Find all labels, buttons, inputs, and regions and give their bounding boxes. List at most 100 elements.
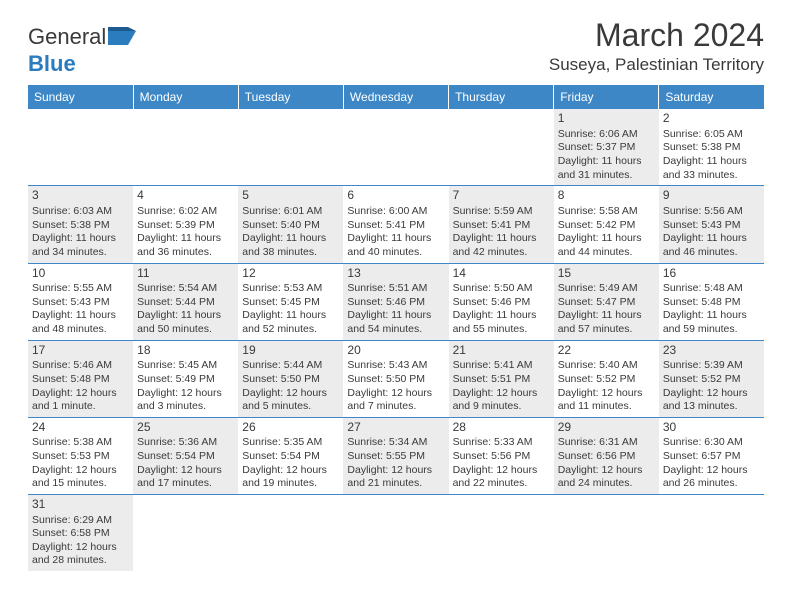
calendar-cell — [238, 109, 343, 186]
daylight-text: Daylight: 12 hours and 1 minute. — [32, 387, 129, 414]
day-cell: 25Sunrise: 5:36 AMSunset: 5:54 PMDayligh… — [133, 418, 238, 494]
calendar-cell — [449, 109, 554, 186]
day-number: 5 — [242, 188, 339, 204]
calendar-cell: 26Sunrise: 5:35 AMSunset: 5:54 PMDayligh… — [238, 417, 343, 494]
sunset-text: Sunset: 5:49 PM — [137, 373, 234, 387]
sunset-text: Sunset: 5:41 PM — [453, 219, 550, 233]
sunrise-text: Sunrise: 5:54 AM — [137, 282, 234, 296]
day-cell: 15Sunrise: 5:49 AMSunset: 5:47 PMDayligh… — [554, 264, 659, 340]
calendar-page: GeneralBlue March 2024 Suseya, Palestini… — [0, 0, 792, 589]
day-number: 1 — [558, 111, 655, 127]
day-cell: 19Sunrise: 5:44 AMSunset: 5:50 PMDayligh… — [238, 341, 343, 417]
daylight-text: Daylight: 12 hours and 17 minutes. — [137, 464, 234, 491]
sunset-text: Sunset: 5:38 PM — [32, 219, 129, 233]
sunset-text: Sunset: 5:47 PM — [558, 296, 655, 310]
sunset-text: Sunset: 6:58 PM — [32, 527, 129, 541]
sunrise-text: Sunrise: 5:49 AM — [558, 282, 655, 296]
day-number: 3 — [32, 188, 129, 204]
day-cell: 3Sunrise: 6:03 AMSunset: 5:38 PMDaylight… — [28, 186, 133, 262]
day-cell: 24Sunrise: 5:38 AMSunset: 5:53 PMDayligh… — [28, 418, 133, 494]
calendar-cell: 10Sunrise: 5:55 AMSunset: 5:43 PMDayligh… — [28, 263, 133, 340]
logo-general: General — [28, 24, 106, 49]
day-header: Saturday — [659, 85, 764, 109]
day-cell: 10Sunrise: 5:55 AMSunset: 5:43 PMDayligh… — [28, 264, 133, 340]
daylight-text: Daylight: 12 hours and 13 minutes. — [663, 387, 760, 414]
calendar-cell — [659, 494, 764, 571]
sunrise-text: Sunrise: 6:03 AM — [32, 205, 129, 219]
sunset-text: Sunset: 5:44 PM — [137, 296, 234, 310]
calendar-row: 3Sunrise: 6:03 AMSunset: 5:38 PM Daylight… — [28, 186, 764, 263]
sunrise-text: Sunrise: 6:02 AM — [137, 205, 234, 219]
daylight-text: Daylight: 11 hours and 38 minutes. — [242, 232, 339, 259]
sunset-text: Sunset: 5:46 PM — [347, 296, 444, 310]
daylight-text: Daylight: 12 hours and 7 minutes. — [347, 387, 444, 414]
calendar-cell: 8Sunrise: 5:58 AMSunset: 5:42 PMDaylight… — [554, 186, 659, 263]
daylight-text: Daylight: 11 hours and 40 minutes. — [347, 232, 444, 259]
daylight-text: Daylight: 12 hours and 9 minutes. — [453, 387, 550, 414]
day-cell: 2Sunrise: 6:05 AMSunset: 5:38 PMDaylight… — [659, 109, 764, 185]
day-number: 6 — [347, 188, 444, 204]
calendar-cell: 2Sunrise: 6:05 AMSunset: 5:38 PMDaylight… — [659, 109, 764, 186]
sunrise-text: Sunrise: 6:01 AM — [242, 205, 339, 219]
daylight-text: Daylight: 11 hours and 31 minutes. — [558, 155, 655, 182]
day-cell: 20Sunrise: 5:43 AMSunset: 5:50 PMDayligh… — [343, 341, 448, 417]
calendar-cell: 23Sunrise: 5:39 AMSunset: 5:52 PMDayligh… — [659, 340, 764, 417]
calendar-row: 24Sunrise: 5:38 AMSunset: 5:53 PMDayligh… — [28, 417, 764, 494]
sunrise-text: Sunrise: 6:06 AM — [558, 128, 655, 142]
day-number: 18 — [137, 343, 234, 359]
calendar-row: 31Sunrise: 6:29 AMSunset: 6:58 PMDayligh… — [28, 494, 764, 571]
calendar-cell: 1Sunrise: 6:06 AMSunset: 5:37 PMDaylight… — [554, 109, 659, 186]
calendar-cell — [133, 494, 238, 571]
daylight-text: Daylight: 11 hours and 33 minutes. — [663, 155, 760, 182]
day-number: 14 — [453, 266, 550, 282]
sunrise-text: Sunrise: 6:30 AM — [663, 436, 760, 450]
calendar-cell: 29Sunrise: 6:31 AMSunset: 6:56 PMDayligh… — [554, 417, 659, 494]
calendar-cell: 15Sunrise: 5:49 AMSunset: 5:47 PMDayligh… — [554, 263, 659, 340]
sunset-text: Sunset: 5:45 PM — [242, 296, 339, 310]
sunset-text: Sunset: 5:50 PM — [347, 373, 444, 387]
calendar-cell: 3Sunrise: 6:03 AMSunset: 5:38 PMDaylight… — [28, 186, 133, 263]
day-number: 27 — [347, 420, 444, 436]
sunset-text: Sunset: 5:40 PM — [242, 219, 339, 233]
day-cell: 18Sunrise: 5:45 AMSunset: 5:49 PMDayligh… — [133, 341, 238, 417]
sunset-text: Sunset: 6:57 PM — [663, 450, 760, 464]
sunrise-text: Sunrise: 5:41 AM — [453, 359, 550, 373]
day-cell: 30Sunrise: 6:30 AMSunset: 6:57 PMDayligh… — [659, 418, 764, 494]
calendar-cell: 17Sunrise: 5:46 AMSunset: 5:48 PMDayligh… — [28, 340, 133, 417]
sunset-text: Sunset: 5:43 PM — [663, 219, 760, 233]
sunrise-text: Sunrise: 5:40 AM — [558, 359, 655, 373]
calendar-row: 1Sunrise: 6:06 AMSunset: 5:37 PMDaylight… — [28, 109, 764, 186]
sunset-text: Sunset: 5:53 PM — [32, 450, 129, 464]
day-header: Monday — [133, 85, 238, 109]
sunset-text: Sunset: 5:38 PM — [663, 141, 760, 155]
day-cell: 13Sunrise: 5:51 AMSunset: 5:46 PMDayligh… — [343, 264, 448, 340]
calendar-cell: 16Sunrise: 5:48 AMSunset: 5:48 PMDayligh… — [659, 263, 764, 340]
day-cell: 31Sunrise: 6:29 AMSunset: 6:58 PMDayligh… — [28, 495, 133, 571]
sunrise-text: Sunrise: 5:53 AM — [242, 282, 339, 296]
daylight-text: Daylight: 11 hours and 36 minutes. — [137, 232, 234, 259]
day-cell: 9Sunrise: 5:56 AMSunset: 5:43 PMDaylight… — [659, 186, 764, 262]
sunrise-text: Sunrise: 5:45 AM — [137, 359, 234, 373]
day-number: 8 — [558, 188, 655, 204]
sunset-text: Sunset: 5:52 PM — [663, 373, 760, 387]
calendar-cell — [133, 109, 238, 186]
day-number: 11 — [137, 266, 234, 282]
daylight-text: Daylight: 11 hours and 48 minutes. — [32, 309, 129, 336]
title-block: March 2024 Suseya, Palestinian Territory — [549, 18, 764, 75]
sunset-text: Sunset: 5:46 PM — [453, 296, 550, 310]
sunrise-text: Sunrise: 5:46 AM — [32, 359, 129, 373]
day-cell: 11Sunrise: 5:54 AMSunset: 5:44 PMDayligh… — [133, 264, 238, 340]
calendar-cell: 18Sunrise: 5:45 AMSunset: 5:49 PMDayligh… — [133, 340, 238, 417]
sunrise-text: Sunrise: 5:36 AM — [137, 436, 234, 450]
daylight-text: Daylight: 12 hours and 22 minutes. — [453, 464, 550, 491]
location: Suseya, Palestinian Territory — [549, 55, 764, 75]
sunset-text: Sunset: 5:41 PM — [347, 219, 444, 233]
day-cell: 27Sunrise: 5:34 AMSunset: 5:55 PMDayligh… — [343, 418, 448, 494]
day-number: 22 — [558, 343, 655, 359]
sunrise-text: Sunrise: 5:39 AM — [663, 359, 760, 373]
calendar-cell — [343, 494, 448, 571]
day-cell: 5Sunrise: 6:01 AMSunset: 5:40 PMDaylight… — [238, 186, 343, 262]
day-number: 10 — [32, 266, 129, 282]
sunrise-text: Sunrise: 6:05 AM — [663, 128, 760, 142]
sunrise-text: Sunrise: 5:38 AM — [32, 436, 129, 450]
